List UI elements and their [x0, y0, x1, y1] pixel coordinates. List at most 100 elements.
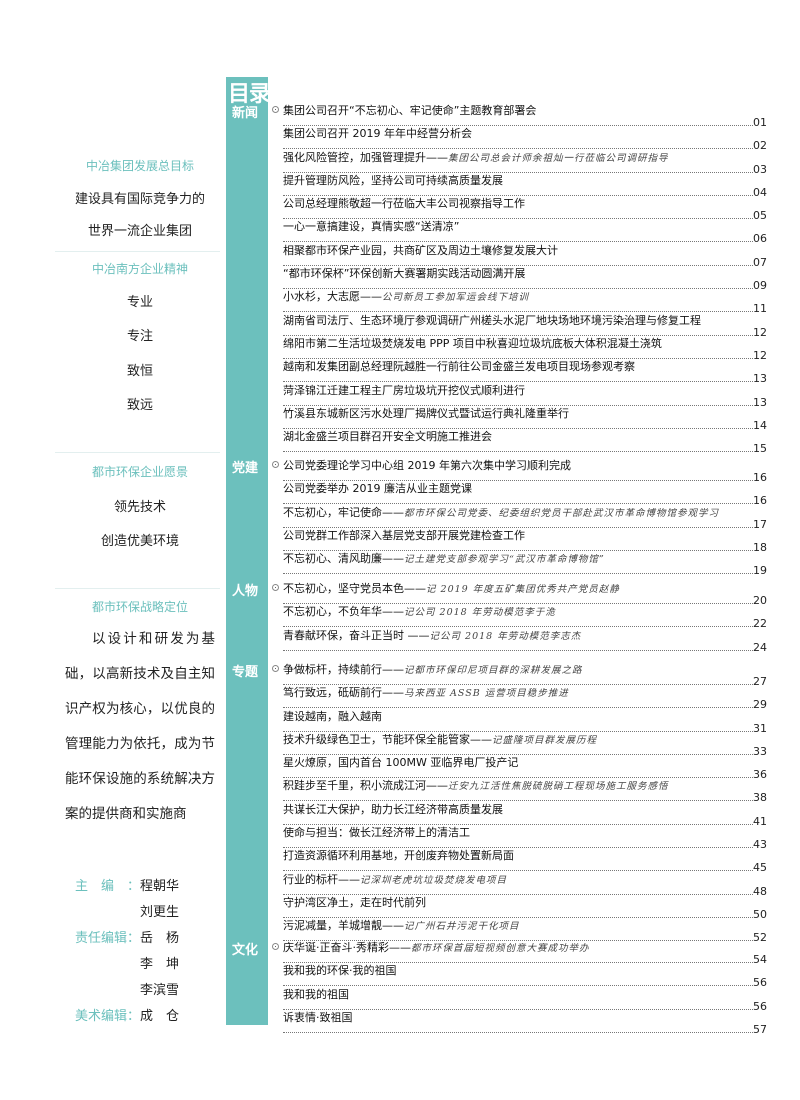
entry-title[interactable]: 公司党委举办 2019 廉洁从业主题党课: [283, 482, 472, 496]
entry-title[interactable]: 公司党委理论学习中心组 2019 年第六次集中学习顺利完成: [283, 459, 571, 472]
page-number: 16: [753, 494, 767, 508]
toc-entry[interactable]: 绵阳市第二生活垃圾焚烧发电 PPP 项目中秋喜迎垃圾坑底板大体积混凝土浇筑 12: [283, 336, 767, 361]
entry-title[interactable]: 集团公司召开“不忘初心、牢记使命”主题教育部署会: [283, 104, 537, 117]
editor-name: 程朝华: [140, 879, 180, 894]
entry-title[interactable]: 守护湾区净土，走在时代前列: [283, 895, 426, 909]
dot-leader: [283, 847, 753, 849]
toc-entry[interactable]: 我和我的环保·我的祖国 56: [283, 964, 767, 990]
entry-title[interactable]: 提升管理防风险，坚持公司可持续高质量发展: [283, 173, 503, 187]
entry-title[interactable]: 我和我的祖国: [283, 987, 349, 1001]
entry-title[interactable]: 技术升级绿色卫士，节能环保全能管家——: [283, 732, 492, 746]
toc-entry[interactable]: 公司党委举办 2019 廉洁从业主题党课 16: [283, 482, 767, 508]
entry-title[interactable]: 竹溪县东城新区污水处理厂揭牌仪式暨试运行典礼隆重举行: [283, 406, 569, 420]
entry-title[interactable]: 公司党群工作部深入基层党支部开展党建检查工作: [283, 528, 525, 542]
toc-entry[interactable]: 星火燎原，国内首台 100MW 亚临界电厂投产记 36: [283, 756, 767, 780]
goal-line: 建设具有国际竞争力的: [74, 192, 205, 207]
page-number: 45: [753, 861, 767, 875]
dot-leader: [283, 427, 753, 429]
toc-entry[interactable]: 守护湾区净土，走在时代前列 50: [283, 895, 767, 920]
entry-title[interactable]: 争做标杆，持续前行——: [283, 663, 404, 676]
toc-title: 目录: [228, 82, 271, 107]
dot-leader: [283, 962, 753, 963]
toc-entry[interactable]: 强化风险管控，加强管理提升——集团公司总会计师余祖灿一行莅临公司调研指导 03: [283, 150, 767, 175]
entry-title[interactable]: 菏泽锦江迁建工程主厂房垃圾坑开挖仪式顺利进行: [283, 383, 525, 397]
dot-leader: [283, 940, 753, 942]
toc-entry[interactable]: 公司总经理熊敬超一行莅临大丰公司视察指导工作 05: [283, 197, 767, 221]
toc-entry[interactable]: 湖北金盛兰项目群召开安全文明施工推进会 15: [283, 430, 767, 454]
entry-title[interactable]: “都市环保杯”环保创新大赛署期实践活动圆满开展: [283, 267, 526, 281]
toc-entry[interactable]: 技术升级绿色卫士，节能环保全能管家——记盛隆项目群发展历程 33: [283, 732, 767, 757]
entry-title[interactable]: 青春献环保，奋斗正当时 ——: [283, 628, 430, 642]
toc-entry[interactable]: 积跬步至千里，积小流成江河——迁安九江活性焦脱硫脱硝工程现场施工服务感悟 38: [283, 779, 767, 803]
entry-title[interactable]: 不忘初心，不负年华——: [283, 605, 404, 619]
entry-title[interactable]: 笃行致远，砥砺前行——: [283, 686, 404, 700]
toc-entry[interactable]: 不忘初心、清风助廉——记土建党支部参观学习“武汉市革命博物馆” 19: [283, 552, 767, 576]
toc-entry[interactable]: 不忘初心，坚守党员本色——记 2019 年度五矿集团优秀共产党员赵静 20: [283, 582, 767, 606]
editor-role: 主编：: [75, 879, 140, 894]
toc-entry[interactable]: 诉衷情·致祖国 57: [283, 1010, 767, 1035]
spirit-item: 致恒: [126, 364, 153, 379]
toc-entry[interactable]: 越南和发集团副总经理阮越胜一行前往公司金盛兰发电项目现场参观考察 13: [283, 360, 767, 384]
entry-title[interactable]: 集团公司召开 2019 年年中经营分析会: [283, 127, 472, 141]
page-number: 24: [753, 640, 767, 654]
entry-title[interactable]: 相聚都市环保产业园，共商矿区及周边土壤修复发展大计: [283, 243, 558, 257]
entry-title[interactable]: 星火燎原，国内首台 100MW 亚临界电厂投产记: [283, 756, 519, 770]
toc-entry[interactable]: 菏泽锦江迁建工程主厂房垃圾坑开挖仪式顺利进行 13: [283, 383, 767, 408]
toc-side-bar: [226, 77, 268, 1025]
toc-entry[interactable]: 一心一意搞建设，真情实感“送清凉” 06: [283, 220, 767, 244]
entry-title[interactable]: 不忘初心，牢记使命——: [283, 505, 404, 519]
toc-entry[interactable]: 争做标杆，持续前行——记都市环保印尼项目群的深耕发展之路 27: [283, 663, 767, 687]
toc-entry[interactable]: 青春献环保，奋斗正当时 ——记公司 2018 年劳动模范李志杰 24: [283, 628, 767, 654]
bullet-icon: [272, 665, 279, 672]
toc-entry[interactable]: 笃行致远，砥砺前行——马来西亚 ASSB 运营项目稳步推进 29: [283, 686, 767, 710]
entry-title[interactable]: 污泥减量，羊城增靓——: [283, 919, 404, 933]
entry-title[interactable]: 共谋长江大保护，助力长江经济带高质量发展: [283, 802, 503, 816]
entry-title[interactable]: 打造资源循环利用基地，开创废弃物处置新局面: [283, 849, 514, 863]
toc-entry[interactable]: “都市环保杯”环保创新大赛署期实践活动圆满开展 09: [283, 267, 767, 291]
entry-title[interactable]: 积跬步至千里，积小流成江河——: [283, 779, 448, 793]
entry-title[interactable]: 我和我的环保·我的祖国: [283, 964, 397, 978]
entry-title[interactable]: 不忘初心、清风助廉——: [283, 552, 404, 566]
dot-leader: [283, 451, 753, 453]
entry-title[interactable]: 湖南省司法厅、生态环境厅参观调研广州槎头水泥厂地块场地环境污染治理与修复工程: [283, 313, 701, 327]
entry-title[interactable]: 小水杉，大志愿——: [283, 290, 382, 304]
toc-entry[interactable]: 我和我的祖国 56: [283, 987, 767, 1012]
toc-entry[interactable]: 竹溪县东城新区污水处理厂揭牌仪式暨试运行典礼隆重举行 14: [283, 406, 767, 431]
entry-title[interactable]: 一心一意搞建设，真情实感“送清凉”: [283, 220, 460, 234]
entry-title[interactable]: 越南和发集团副总经理阮越胜一行前往公司金盛兰发电项目现场参观考察: [283, 360, 635, 374]
toc-entry[interactable]: 集团公司召开 2019 年年中经营分析会 02: [283, 127, 767, 151]
entry-title[interactable]: 庆华诞·正奋斗·秀精彩——: [283, 941, 411, 954]
toc-entry[interactable]: 不忘初心，不负年华——记公司 2018 年劳动模范李于洈 22: [283, 605, 767, 629]
toc-entry[interactable]: 行业的标杆——记深圳老虎坑垃圾焚烧发电项目 48: [283, 872, 767, 897]
entry-title[interactable]: 不忘初心，坚守党员本色——: [283, 582, 426, 595]
entry-title[interactable]: 公司总经理熊敬超一行莅临大丰公司视察指导工作: [283, 197, 525, 211]
toc-entry[interactable]: 公司党委理论学习中心组 2019 年第六次集中学习顺利完成 16: [283, 459, 767, 483]
toc-entry[interactable]: 共谋长江大保护，助力长江经济带高质量发展 41: [283, 802, 767, 827]
toc-entry[interactable]: 不忘初心，牢记使命——都市环保公司党委、纪委组织党员干部赴武汉市革命博物馆参观学…: [283, 505, 767, 530]
toc-entry[interactable]: 相聚都市环保产业园，共商矿区及周边土壤修复发展大计 07: [283, 243, 767, 268]
dot-leader: [283, 125, 753, 126]
toc-entry[interactable]: 建设越南，融入越南 31: [283, 709, 767, 734]
entry-title[interactable]: 诉衷情·致祖国: [283, 1010, 353, 1024]
dot-leader: [283, 194, 753, 196]
toc-entry[interactable]: 使命与担当：做长江经济带上的清洁工 43: [283, 826, 767, 850]
toc-entry[interactable]: 公司党群工作部深入基层党支部开展党建检查工作 18: [283, 528, 767, 553]
entry-title[interactable]: 湖北金盛兰项目群召开安全文明施工推进会: [283, 430, 492, 444]
entry-title[interactable]: 绵阳市第二生活垃圾焚烧发电 PPP 项目中秋喜迎垃圾坑底板大体积混凝土浇筑: [283, 336, 662, 350]
toc-entry[interactable]: 湖南省司法厅、生态环境厅参观调研广州槎头水泥厂地块场地环境污染治理与修复工程 12: [283, 313, 767, 338]
dot-leader: [283, 171, 753, 173]
dot-leader: [283, 148, 753, 150]
page-number: 56: [753, 976, 767, 990]
toc-entry[interactable]: 提升管理防风险，坚持公司可持续高质量发展 04: [283, 173, 767, 198]
entry-title[interactable]: 行业的标杆——: [283, 872, 360, 886]
entry-title[interactable]: 使命与担当：做长江经济带上的清洁工: [283, 826, 470, 840]
toc-entry[interactable]: 小水杉，大志愿——公司新员工参加军运会线下培训 11: [283, 290, 767, 314]
entry-title[interactable]: 建设越南，融入越南: [283, 709, 382, 723]
toc-entry[interactable]: 集团公司召开“不忘初心、牢记使命”主题教育部署会 01: [283, 104, 767, 128]
entry-title[interactable]: 强化风险管控，加强管理提升——: [283, 150, 448, 164]
dot-leader: [283, 730, 753, 732]
toc-entry[interactable]: 庆华诞·正奋斗·秀精彩——都市环保首届短视频创意大赛成功举办 54: [283, 941, 767, 965]
editor-block: 主编：程朝华 刘更生 责任编辑：岳 杨 李 坤 李滨雪 美术编辑：成 仓: [75, 874, 179, 1030]
toc-entry[interactable]: 打造资源循环利用基地，开创废弃物处置新局面 45: [283, 849, 767, 875]
toc-entry[interactable]: 污泥减量，羊城增靓——记广州石井污泥干化项目 52: [283, 919, 767, 943]
